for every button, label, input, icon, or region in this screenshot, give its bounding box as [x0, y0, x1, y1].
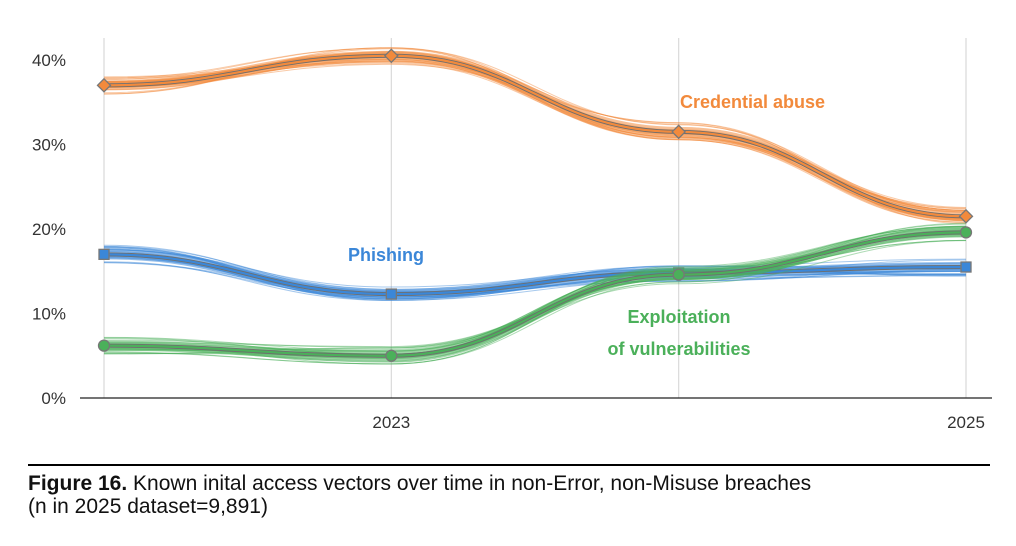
series-line: [103, 54, 967, 218]
series-band: [103, 50, 967, 222]
series-line: [103, 253, 967, 296]
data-point-diamond: [96, 77, 112, 93]
x-tick-label: 2023: [372, 413, 410, 432]
series-labels: Credential abuse Phishing Exploitation of v…: [348, 92, 825, 359]
uncertainty-line: [103, 63, 967, 220]
data-point-diamond: [383, 48, 399, 64]
series-label-credential: Credential abuse: [680, 92, 825, 112]
figure-label: Figure 16.: [28, 472, 128, 495]
x-tick-label: 2025: [947, 413, 985, 432]
caption-rule: [28, 464, 990, 466]
uncertainty-line: [103, 61, 967, 217]
caption-sample-size: (n in 2025 dataset=9,891): [28, 495, 268, 518]
uncertainty-line: [103, 58, 967, 219]
uncertainty-line: [103, 57, 967, 223]
data-point-square: [385, 288, 397, 300]
series-layer: [96, 47, 974, 365]
y-axis: 0% 10% 20% 30% 40%: [32, 51, 66, 408]
line-chart: 0% 10% 20% 30% 40% 2023 2025 Credential abuse…: [32, 38, 992, 432]
data-point-circle: [97, 339, 111, 352]
y-tick-label: 30%: [32, 136, 66, 155]
uncertainty-line: [103, 240, 967, 355]
series-credential: [96, 47, 974, 225]
uncertainty-line: [103, 60, 967, 225]
y-tick-label: 0%: [41, 389, 66, 408]
uncertainty-line: [103, 245, 967, 290]
series-label-exploitation: Exploitation: [628, 307, 731, 327]
data-point-diamond: [671, 124, 687, 140]
series-line: [103, 231, 967, 357]
figure-caption: Figure 16. Known inital access vectors o…: [28, 472, 988, 518]
y-tick-label: 20%: [32, 220, 66, 239]
series-band: [103, 249, 967, 300]
data-point-circle: [385, 349, 398, 362]
x-axis: 2023 2025: [372, 413, 984, 432]
data-point-circle: [672, 268, 685, 281]
y-tick-label: 10%: [32, 305, 66, 324]
uncertainty-line: [103, 58, 967, 220]
uncertainty-line: [103, 61, 967, 221]
caption-text: Known inital access vectors over time in…: [127, 472, 812, 495]
uncertainty-line: [103, 53, 967, 222]
series-line-outline: [103, 53, 967, 219]
series-phishing: [98, 244, 972, 302]
data-point-square: [960, 261, 972, 273]
series-line-outline: [103, 230, 967, 358]
series-label-phishing: Phishing: [348, 245, 424, 265]
y-tick-label: 40%: [32, 51, 66, 70]
data-point-square: [98, 248, 110, 261]
data-point-diamond: [958, 208, 974, 224]
data-point-circle: [959, 226, 973, 239]
uncertainty-line: [103, 53, 967, 223]
uncertainty-line: [103, 61, 967, 220]
series-exploitation: [97, 222, 973, 365]
series-label-exploitation: of vulnerabilities: [607, 339, 750, 359]
uncertainty-line: [103, 47, 967, 212]
